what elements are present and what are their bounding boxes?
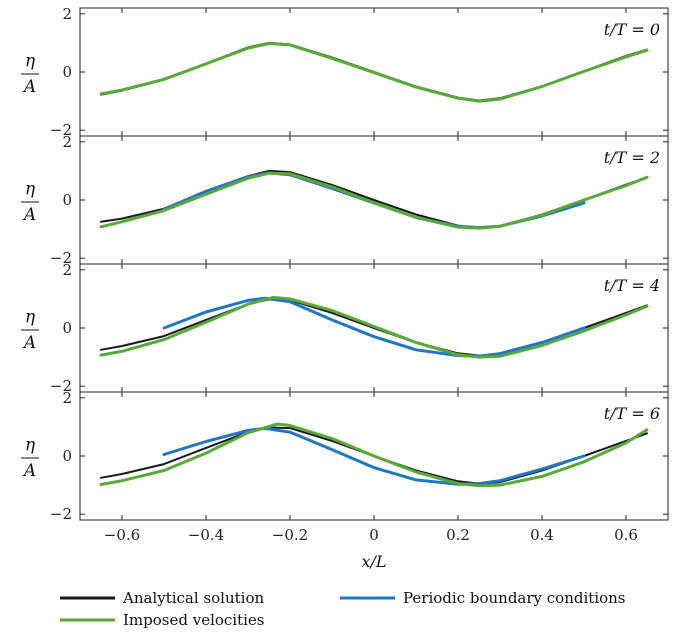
y-tick-label: −2: [50, 249, 72, 267]
series-line-imposed-velocities: [99, 296, 649, 359]
y-tick-label: 2: [62, 261, 72, 279]
x-tick-label: 0: [369, 526, 379, 544]
y-axis-label-numerator: η: [25, 179, 36, 199]
y-axis-label-denominator: A: [22, 333, 36, 353]
x-tick-label: −0.4: [188, 526, 224, 544]
y-tick-label: −2: [50, 121, 72, 139]
panel-2: −2 0 2 ηAt/T = 4: [21, 261, 669, 395]
y-axis-label-denominator: A: [22, 205, 36, 225]
y-tick-label: 2: [62, 133, 72, 151]
y-axis-label-numerator: η: [25, 435, 36, 455]
y-axis-label-numerator: η: [25, 307, 36, 327]
panel-3: −2 0 2 ηAt/T = 6: [21, 389, 669, 523]
legend: Analytical solution Periodic boundary con…: [60, 589, 625, 629]
series-line-analytical-solution: [100, 169, 648, 230]
y-tick-label: 0: [62, 191, 72, 209]
panel-label: t/T = 4: [604, 276, 660, 295]
x-axis: −0.6 −0.4 −0.2 0 0.2 0.4 0.6 x/L: [104, 526, 638, 571]
series-line-imposed-velocities: [99, 171, 649, 230]
series-line-periodic-boundary-conditions: [162, 296, 586, 358]
y-tick-label: 0: [62, 319, 72, 337]
x-tick-label: 0.6: [614, 526, 638, 544]
y-tick-label: −2: [50, 377, 72, 395]
series-line-imposed-velocities: [99, 422, 649, 488]
x-tick-label: −0.6: [104, 526, 140, 544]
series-line-imposed-velocities: [99, 42, 649, 103]
x-tick-label: −0.2: [272, 526, 308, 544]
y-tick-label: 2: [62, 389, 72, 407]
x-tick-label: 0.2: [446, 526, 470, 544]
panel-1: −2 0 2 ηAt/T = 2: [21, 133, 669, 267]
x-axis-label: x/L: [361, 552, 386, 571]
y-tick-label: −2: [50, 505, 72, 523]
panel-0: −2 0 2 ηAt/T = 0: [21, 5, 669, 139]
y-tick-label: 0: [62, 447, 72, 465]
series-line-periodic-boundary-conditions: [162, 426, 586, 486]
y-axis-label-denominator: A: [22, 77, 36, 97]
y-tick-label: 0: [62, 63, 72, 81]
legend-label: Periodic boundary conditions: [403, 589, 625, 607]
y-axis-label-numerator: η: [25, 51, 36, 71]
x-tick-label: 0.4: [530, 526, 554, 544]
legend-label: Analytical solution: [122, 589, 264, 607]
panel-label: t/T = 6: [604, 404, 660, 423]
legend-label: Imposed velocities: [123, 611, 265, 629]
y-tick-label: 2: [62, 5, 72, 23]
panel-label: t/T = 2: [604, 148, 660, 167]
panel-label: t/T = 0: [604, 20, 660, 39]
y-axis-label-denominator: A: [22, 461, 36, 481]
